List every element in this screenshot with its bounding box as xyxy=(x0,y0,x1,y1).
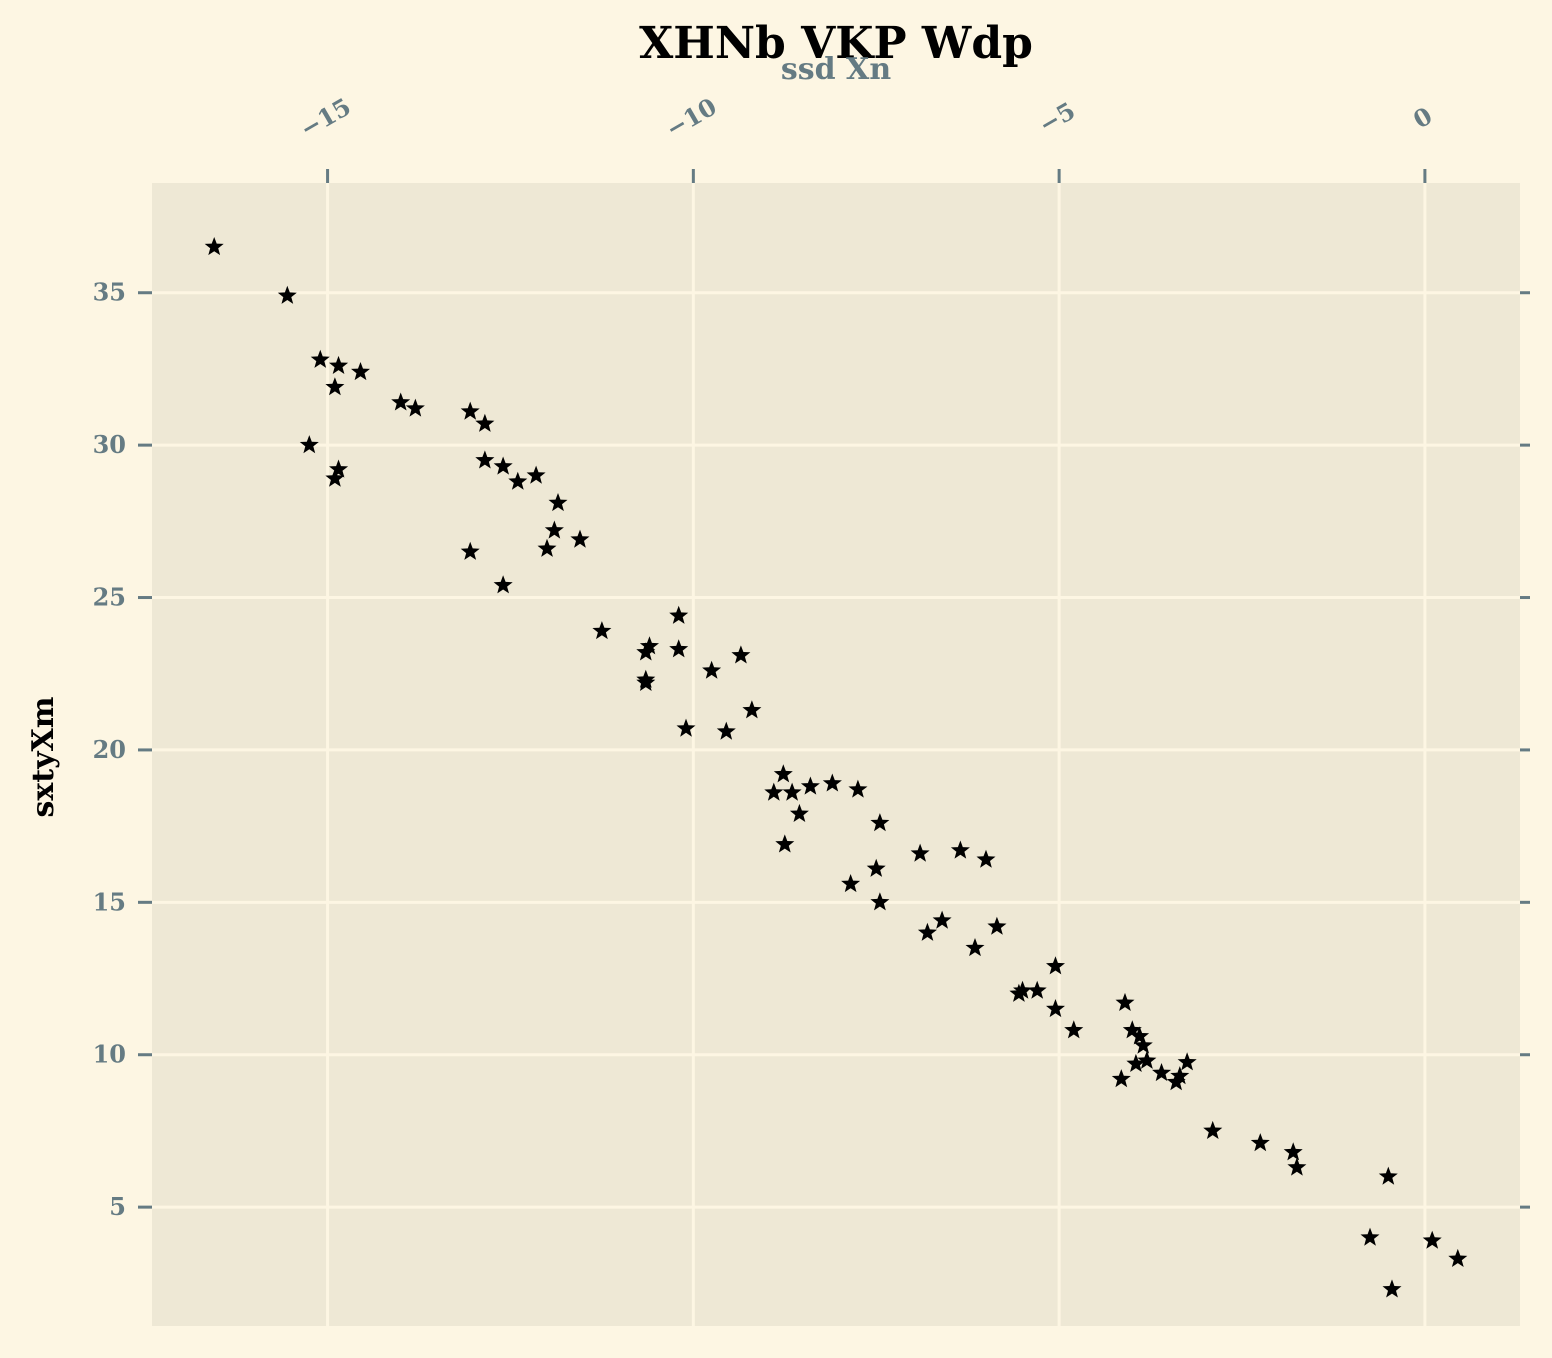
data-point xyxy=(460,541,480,560)
y-axis-label: sxtyXm xyxy=(26,696,61,817)
data-point xyxy=(1027,980,1047,999)
data-point xyxy=(669,605,689,624)
data-point xyxy=(1013,980,1033,999)
data-point xyxy=(351,362,370,381)
chart-title: XHNb VKP Wdp xyxy=(639,18,1033,69)
data-point xyxy=(870,892,890,911)
data-point xyxy=(848,779,868,798)
plot-area xyxy=(152,183,1520,1326)
data-point xyxy=(800,776,820,795)
y-tick-label: 10 xyxy=(93,1040,126,1069)
y-tick-label: 15 xyxy=(93,887,126,916)
data-point xyxy=(475,450,495,469)
data-point xyxy=(965,938,985,957)
data-point xyxy=(636,672,656,691)
data-point xyxy=(405,398,425,417)
data-point xyxy=(870,813,890,832)
data-point xyxy=(1177,1052,1197,1071)
data-point xyxy=(950,840,970,859)
data-point xyxy=(669,639,689,658)
data-point xyxy=(1360,1227,1380,1246)
data-point xyxy=(1126,1053,1146,1072)
data-point xyxy=(639,636,659,655)
data-point xyxy=(325,468,345,487)
y-tick-label: 20 xyxy=(93,735,126,764)
data-point xyxy=(493,456,513,475)
data-point xyxy=(544,520,564,539)
data-point xyxy=(910,843,930,862)
data-point xyxy=(742,700,762,719)
data-point xyxy=(325,377,345,396)
data-point xyxy=(204,237,224,256)
x-tick-label: −10 xyxy=(661,92,722,144)
data-point xyxy=(987,916,1007,935)
data-point xyxy=(764,782,784,801)
x-tick-label: −5 xyxy=(1034,96,1080,140)
data-point xyxy=(570,529,590,548)
data-point xyxy=(866,858,886,877)
data-point xyxy=(329,459,349,478)
data-point xyxy=(548,493,568,512)
y-tick-label: 35 xyxy=(93,278,126,307)
data-point xyxy=(1137,1050,1157,1069)
data-point xyxy=(822,773,842,792)
data-point xyxy=(773,764,793,783)
data-point xyxy=(1448,1248,1468,1267)
data-point xyxy=(716,721,736,740)
data-point xyxy=(1382,1279,1402,1298)
data-point xyxy=(917,922,937,941)
data-point xyxy=(676,718,696,737)
data-point xyxy=(508,471,528,490)
data-point xyxy=(1064,1020,1084,1039)
data-point xyxy=(460,401,480,420)
data-point xyxy=(976,849,996,868)
data-point xyxy=(1378,1166,1398,1185)
data-point xyxy=(841,874,861,893)
data-point xyxy=(789,803,809,822)
data-point xyxy=(1046,999,1065,1018)
data-point xyxy=(1133,1035,1153,1054)
y-tick-label: 5 xyxy=(109,1192,126,1221)
x-tick-label: 0 xyxy=(1408,101,1437,134)
data-point xyxy=(636,642,656,661)
data-point xyxy=(1422,1230,1442,1249)
data-point xyxy=(1111,1069,1131,1088)
data-point xyxy=(475,413,495,432)
data-point xyxy=(1250,1133,1270,1152)
data-point xyxy=(1170,1066,1190,1085)
data-point xyxy=(1115,992,1135,1011)
data-points xyxy=(204,237,1468,1298)
x-tick-label: −15 xyxy=(295,92,356,144)
data-point xyxy=(526,465,546,484)
data-point xyxy=(1203,1120,1223,1139)
data-point xyxy=(1130,1026,1150,1045)
data-point xyxy=(391,392,411,411)
data-point xyxy=(299,435,319,454)
data-point xyxy=(310,349,330,368)
data-point xyxy=(932,910,952,929)
data-point xyxy=(329,355,349,374)
x-axis-label: ssd Xn xyxy=(781,52,891,87)
data-point xyxy=(537,538,557,557)
data-point xyxy=(782,782,802,801)
data-point xyxy=(1283,1142,1303,1161)
y-tick-label: 25 xyxy=(93,583,126,612)
data-point xyxy=(1287,1157,1307,1176)
data-point xyxy=(493,575,513,594)
data-point xyxy=(1122,1020,1142,1039)
data-point xyxy=(775,834,795,853)
data-point xyxy=(731,645,751,664)
data-point xyxy=(1046,956,1065,975)
data-point xyxy=(1152,1063,1172,1082)
data-point xyxy=(592,621,612,640)
data-point xyxy=(277,285,297,304)
data-point xyxy=(702,660,722,679)
grid-lines xyxy=(152,183,1520,1326)
y-tick-label: 30 xyxy=(93,430,126,459)
